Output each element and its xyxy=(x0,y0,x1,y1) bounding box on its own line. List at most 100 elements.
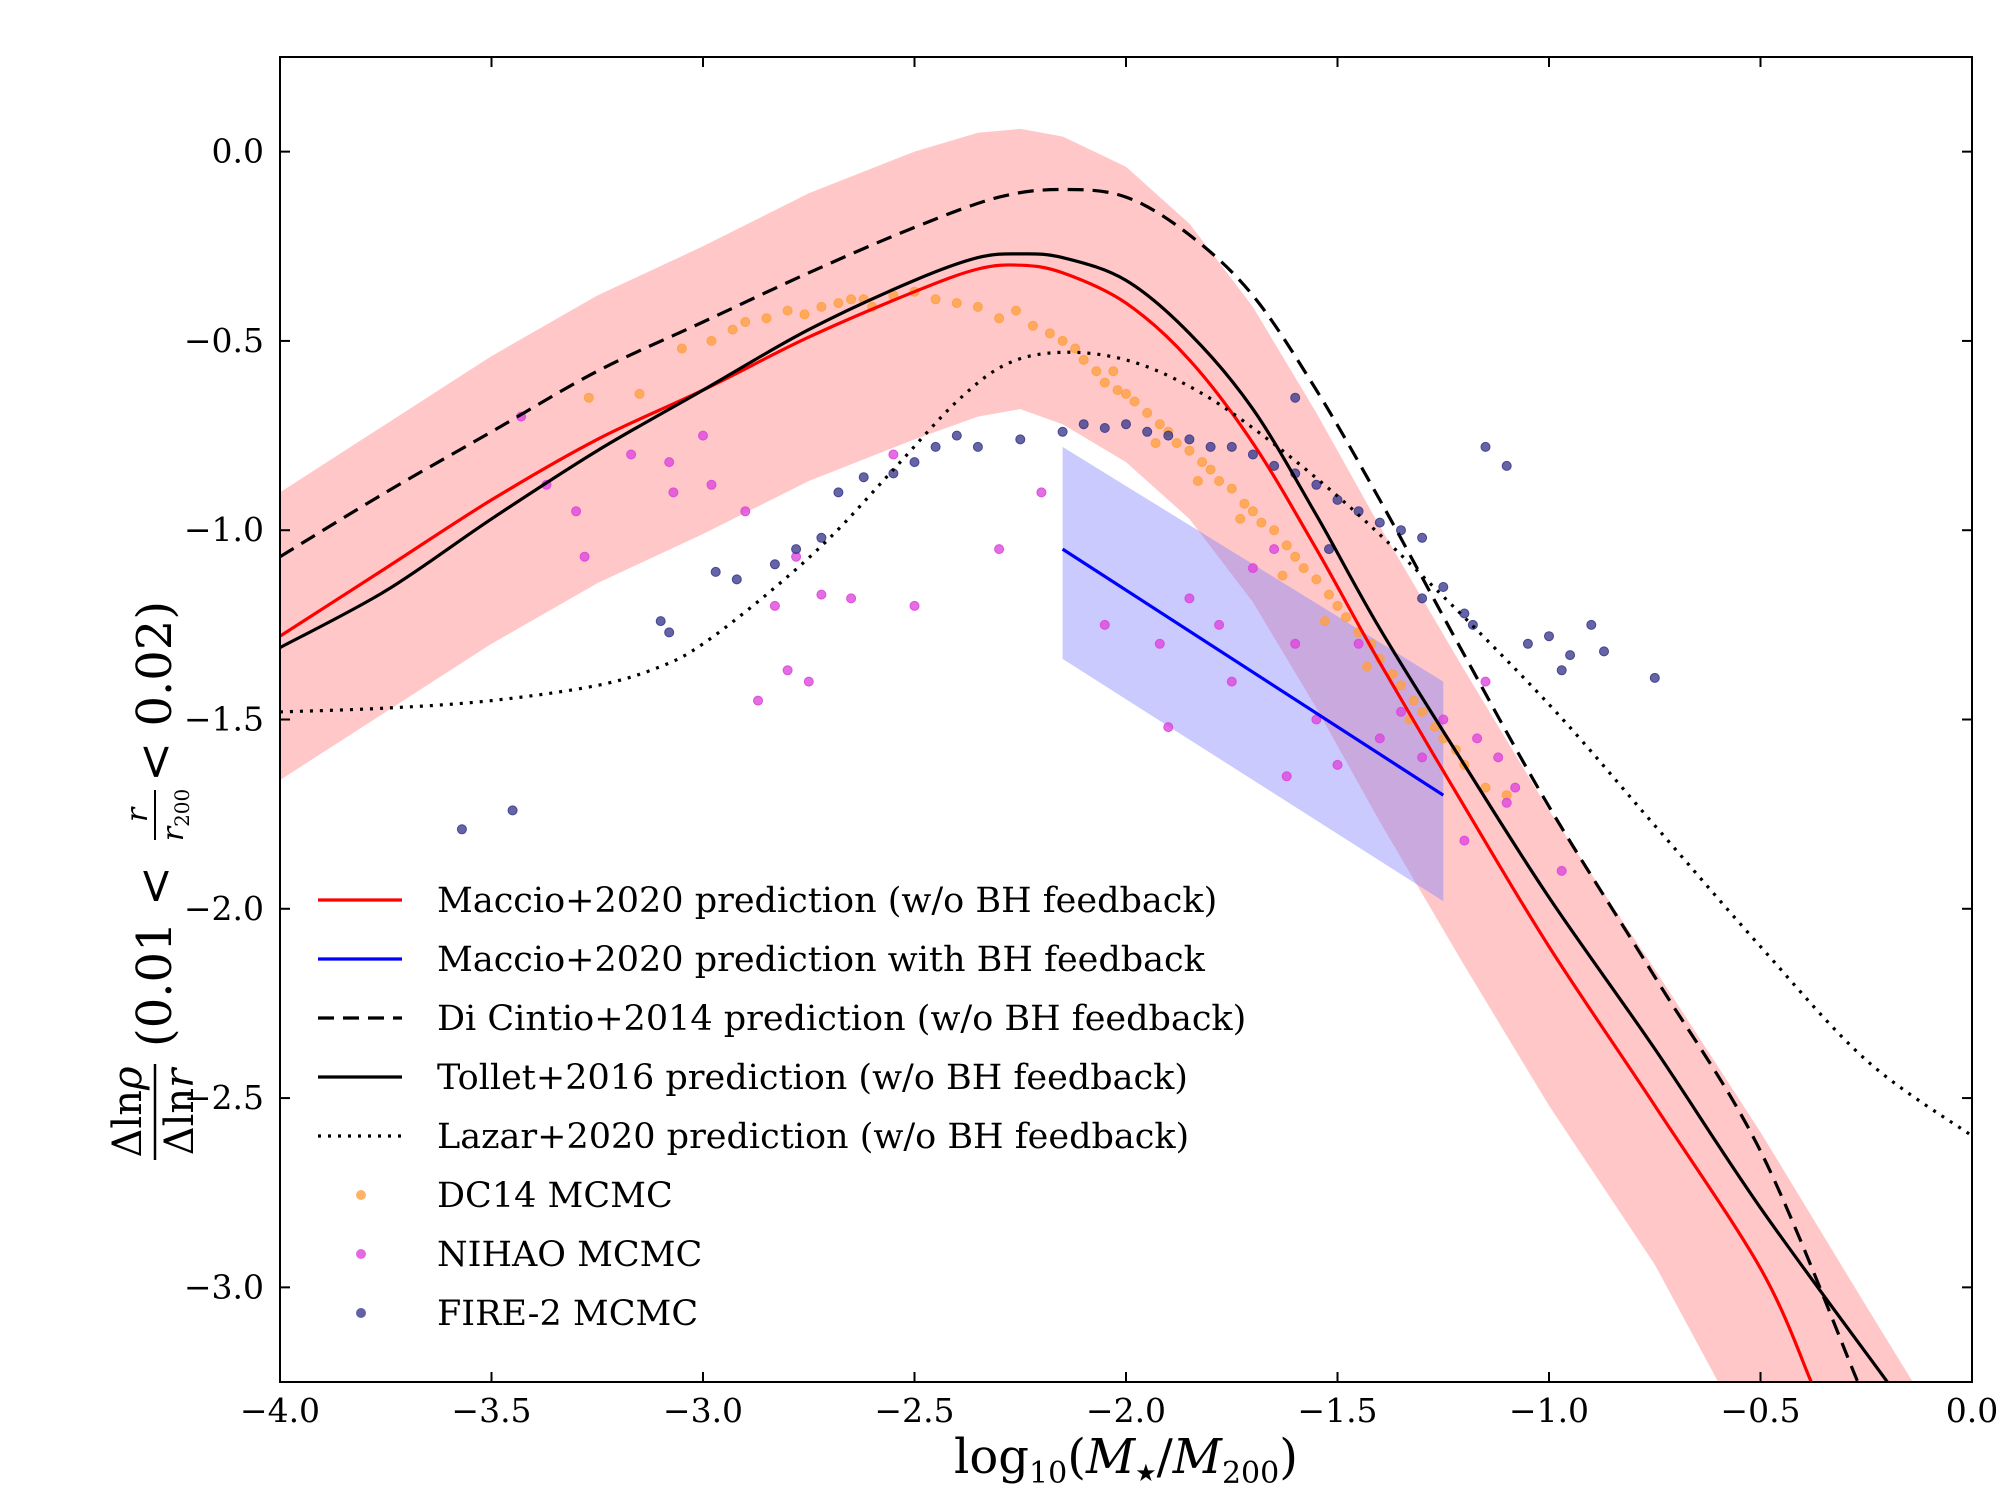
legend-label-dc14: DC14 MCMC xyxy=(437,1176,673,1216)
y-tick-label: −2.0 xyxy=(184,889,264,928)
scatter-points xyxy=(456,286,1660,876)
scatter-point xyxy=(1226,483,1237,494)
scatter-point xyxy=(1099,377,1110,388)
scatter-point xyxy=(1332,494,1343,505)
y-tick-label: −3.0 xyxy=(184,1267,264,1306)
scatter-point xyxy=(456,824,467,835)
line-di-cintio-2014-prediction-w-o-bh-feedback xyxy=(280,187,1860,1382)
scatter-point xyxy=(1011,305,1021,316)
scatter-point xyxy=(951,298,962,309)
x-tick-label: −0.5 xyxy=(1720,1391,1800,1430)
scatter-point xyxy=(1235,513,1246,524)
y-label-numerator: Δlnρ xyxy=(105,1066,151,1157)
scatter-point xyxy=(930,441,941,452)
y-label-denominator: Δlnr xyxy=(157,1066,203,1155)
scatter-point xyxy=(1417,706,1428,717)
scatter-point xyxy=(1163,430,1174,441)
scatter-point xyxy=(972,441,983,452)
y-tick-label: −2.5 xyxy=(184,1078,264,1117)
scatter-point xyxy=(706,479,717,490)
legend-marks xyxy=(318,898,402,1318)
scatter-point xyxy=(909,600,920,611)
y-label-r: r xyxy=(120,806,155,822)
scatter-point xyxy=(951,430,962,441)
scatter-point xyxy=(1374,733,1385,744)
scatter-point xyxy=(1290,551,1301,562)
scatter-point xyxy=(1324,589,1334,600)
scatter-point xyxy=(1247,449,1258,460)
scatter-point xyxy=(1501,460,1512,471)
scatter-point xyxy=(1438,582,1449,592)
scatter-series-nihao-mcmc xyxy=(516,411,1567,876)
scatter-point xyxy=(1057,335,1068,346)
scatter-point xyxy=(664,627,675,638)
scatter-point xyxy=(1480,782,1491,793)
legend-label-nihao: NIHAO MCMC xyxy=(437,1235,702,1275)
scatter-point xyxy=(1417,752,1428,763)
scatter-point xyxy=(668,487,679,498)
scatter-point xyxy=(833,487,844,498)
scatter-point xyxy=(833,298,844,309)
scatter-point xyxy=(1015,434,1026,445)
scatter-point xyxy=(1184,434,1195,445)
scatter-point xyxy=(1459,835,1470,846)
scatter-point xyxy=(1247,563,1258,574)
scatter-point xyxy=(1459,608,1470,619)
scatter-point xyxy=(1150,438,1161,449)
scatter-point xyxy=(846,294,857,305)
scatter-point xyxy=(1319,616,1330,627)
scatter-point xyxy=(930,294,941,305)
y-tick-label: −0.5 xyxy=(184,321,264,360)
scatter-point xyxy=(782,305,793,316)
scatter-point xyxy=(1214,619,1225,630)
y-label-range-low: (0.01 < xyxy=(127,866,183,1047)
x-tick-label: −3.0 xyxy=(663,1391,743,1430)
scatter-point xyxy=(761,313,772,324)
legend-swatch-fire-2-mcmc xyxy=(356,1308,366,1318)
scatter-point xyxy=(1480,676,1491,687)
scatter-point xyxy=(858,472,869,483)
scatter-point xyxy=(816,301,827,312)
x-axis-label: log10(M★/M200) xyxy=(954,1429,1298,1491)
scatter-point xyxy=(1205,464,1216,475)
scatter-point xyxy=(698,430,708,441)
legend-label-tollet: Tollet+2016 prediction (w/o BH feedback) xyxy=(437,1058,1188,1098)
scatter-point xyxy=(1184,445,1195,456)
y-axis-label: Δlnρ Δlnr (0.01 < r r200 < 0.02) xyxy=(105,601,203,1160)
legend-label-lazar: Lazar+2020 prediction (w/o BH feedback) xyxy=(437,1117,1189,1157)
scatter-point xyxy=(710,566,721,577)
scatter-point xyxy=(1269,525,1280,536)
scatter-point xyxy=(1269,460,1280,471)
x-tick-label: −4.0 xyxy=(240,1391,320,1430)
scatter-point xyxy=(740,317,751,327)
scatter-point xyxy=(1057,426,1068,437)
scatter-point xyxy=(1480,441,1491,452)
scatter-point xyxy=(731,574,742,585)
scatter-point xyxy=(1565,650,1576,661)
scatter-point xyxy=(1108,366,1119,377)
scatter-series-dc14-mcmc xyxy=(583,286,1512,801)
scatter-point xyxy=(1324,544,1334,555)
scatter-point xyxy=(1281,771,1292,782)
scatter-point xyxy=(888,449,899,460)
line-lazar-2020-prediction-w-o-bh-feedback xyxy=(280,350,1972,1138)
scatter-point xyxy=(1362,661,1373,672)
y-tick-label: −1.5 xyxy=(184,700,264,739)
scatter-point xyxy=(1298,563,1309,574)
x-tick-label: −1.5 xyxy=(1297,1391,1377,1430)
scatter-point xyxy=(1649,672,1660,683)
scatter-point xyxy=(803,676,814,687)
scatter-point xyxy=(1408,695,1419,706)
scatter-point xyxy=(655,616,666,627)
scatter-point xyxy=(1332,759,1343,770)
scatter-point xyxy=(769,600,780,611)
scatter-point xyxy=(1332,600,1343,611)
scatter-point xyxy=(1142,426,1153,437)
scatter-point xyxy=(994,313,1005,324)
scatter-point xyxy=(1396,525,1406,536)
scatter-point xyxy=(1501,797,1512,808)
line-maccio-2020-prediction-w-o-bh-feedback xyxy=(280,263,1813,1382)
scatter-point xyxy=(507,805,518,816)
x-tick-label: −2.5 xyxy=(874,1391,954,1430)
